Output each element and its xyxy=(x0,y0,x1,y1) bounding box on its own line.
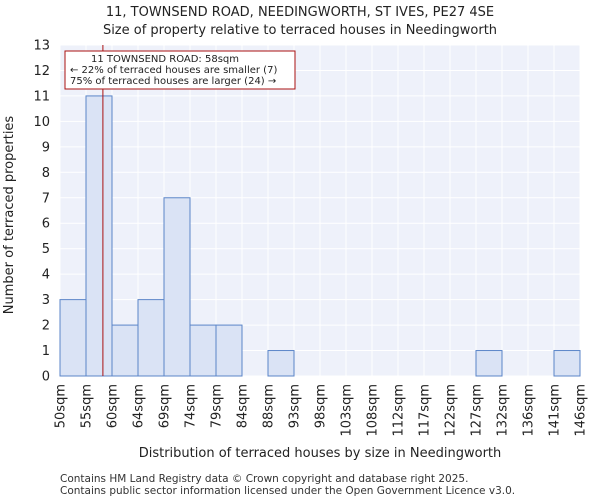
x-tick-label: 112sqm xyxy=(392,384,407,437)
chart-subtitle: Size of property relative to terraced ho… xyxy=(103,23,497,38)
y-tick-label: 8 xyxy=(42,166,50,181)
bar-64sqm xyxy=(137,299,165,377)
x-tick-label: 84sqm xyxy=(236,384,251,428)
x-tick-label: 55sqm xyxy=(80,384,95,428)
y-tick-label: 9 xyxy=(42,140,50,155)
y-tick-label: 13 xyxy=(33,39,50,54)
y-tick-label: 12 xyxy=(33,64,50,79)
chart-title: 11, TOWNSEND ROAD, NEEDINGWORTH, ST IVES… xyxy=(106,5,494,20)
y-tick-label: 2 xyxy=(42,319,50,334)
x-tick-label: 60sqm xyxy=(106,384,121,428)
x-tick-label: 98sqm xyxy=(314,384,329,428)
x-tick-label: 74sqm xyxy=(184,384,199,428)
bars xyxy=(59,95,581,377)
x-tick-label: 117sqm xyxy=(418,384,433,437)
y-tick-label: 1 xyxy=(42,344,50,359)
bar-79sqm xyxy=(215,324,243,377)
annotation-line-1: 11 TOWNSEND ROAD: 58sqm xyxy=(91,54,239,65)
y-tick-label: 5 xyxy=(42,242,50,257)
y-axis-label: Number of terraced properties xyxy=(2,116,17,315)
footer-licence: Contains public sector information licen… xyxy=(60,485,516,497)
x-tick-label: 141sqm xyxy=(548,384,563,437)
x-tick-label: 127sqm xyxy=(470,384,485,437)
y-tick-label: 3 xyxy=(42,293,50,308)
x-axis-label: Distribution of terraced houses by size … xyxy=(139,446,502,461)
bar-74sqm xyxy=(189,324,217,377)
x-tick-label: 64sqm xyxy=(132,384,147,428)
x-tick-label: 136sqm xyxy=(522,384,537,437)
bar-127sqm xyxy=(475,350,503,377)
x-tick-label: 103sqm xyxy=(340,384,355,437)
x-tick-label: 108sqm xyxy=(366,384,381,437)
x-tick-label: 69sqm xyxy=(158,384,173,428)
y-tick-label: 11 xyxy=(33,89,50,104)
x-tick-label: 79sqm xyxy=(210,384,225,428)
annotation-border xyxy=(64,50,296,90)
x-axis-ticks: 50sqm 55sqm 60sqm 64sqm 69sqm 74sqm 79sqm 84sqm… xyxy=(54,384,589,437)
annotation-box: 11 TOWNSEND ROAD: 58sqm ← 22% of terrace… xyxy=(64,50,296,90)
x-tick-label: 50sqm xyxy=(54,384,69,428)
annotation-line-3: 75% of terraced houses are larger (24) → xyxy=(70,76,276,87)
bar-88sqm xyxy=(267,350,295,377)
y-tick-label: 7 xyxy=(42,191,50,206)
bar-141sqm xyxy=(553,350,581,377)
x-tick-label: 132sqm xyxy=(496,384,511,437)
bar-60sqm xyxy=(111,324,139,377)
annotation-line-2: ← 22% of terraced houses are smaller (7) xyxy=(70,65,277,76)
x-tick-label: 146sqm xyxy=(574,384,589,437)
y-tick-label: 6 xyxy=(42,217,50,232)
bar-69sqm xyxy=(163,197,191,377)
y-tick-label: 4 xyxy=(42,268,50,283)
footer-copyright: Contains HM Land Registry data © Crown c… xyxy=(60,473,469,485)
x-tick-label: 88sqm xyxy=(262,384,277,428)
bar-50sqm xyxy=(59,299,87,377)
bar-55sqm xyxy=(85,95,113,377)
x-tick-label: 122sqm xyxy=(444,384,459,437)
y-tick-label: 10 xyxy=(33,115,50,130)
x-tick-label: 93sqm xyxy=(288,384,303,428)
y-tick-label: 0 xyxy=(42,370,50,385)
